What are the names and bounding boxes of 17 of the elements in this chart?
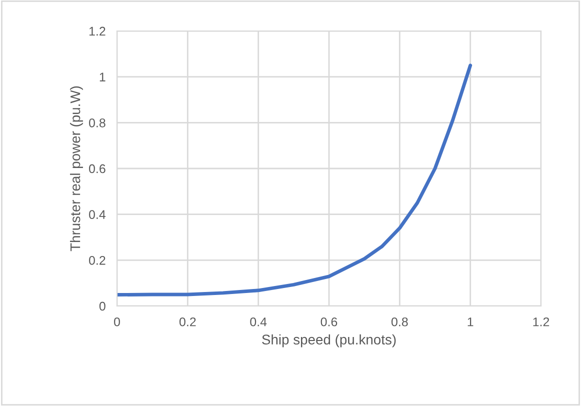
y-tick-label: 0.2 bbox=[89, 256, 106, 265]
y-tick-label: 0.8 bbox=[89, 118, 106, 128]
y-tick-label: 0.4 bbox=[89, 210, 106, 219]
x-tick-label: 0.4 bbox=[250, 317, 267, 326]
y-tick-label: 1 bbox=[100, 72, 106, 82]
x-tick-label: 0.2 bbox=[179, 317, 196, 326]
x-tick-label: 0.6 bbox=[320, 317, 338, 326]
x-tick-label: 0.8 bbox=[391, 317, 408, 326]
x-tick-label: 1 bbox=[468, 318, 474, 326]
y-tick-label: 1.2 bbox=[89, 26, 106, 36]
y-tick-label: 0.6 bbox=[89, 164, 106, 174]
x-tick-label: 1.2 bbox=[533, 317, 550, 326]
y-axis-title: Thruster real power (pu.W) bbox=[70, 86, 83, 252]
y-tick-label: 0 bbox=[99, 302, 106, 311]
x-tick-label: 0 bbox=[114, 317, 120, 326]
x-axis-title: Ship speed (pu.knots) bbox=[262, 334, 396, 348]
line-series bbox=[117, 64, 472, 297]
